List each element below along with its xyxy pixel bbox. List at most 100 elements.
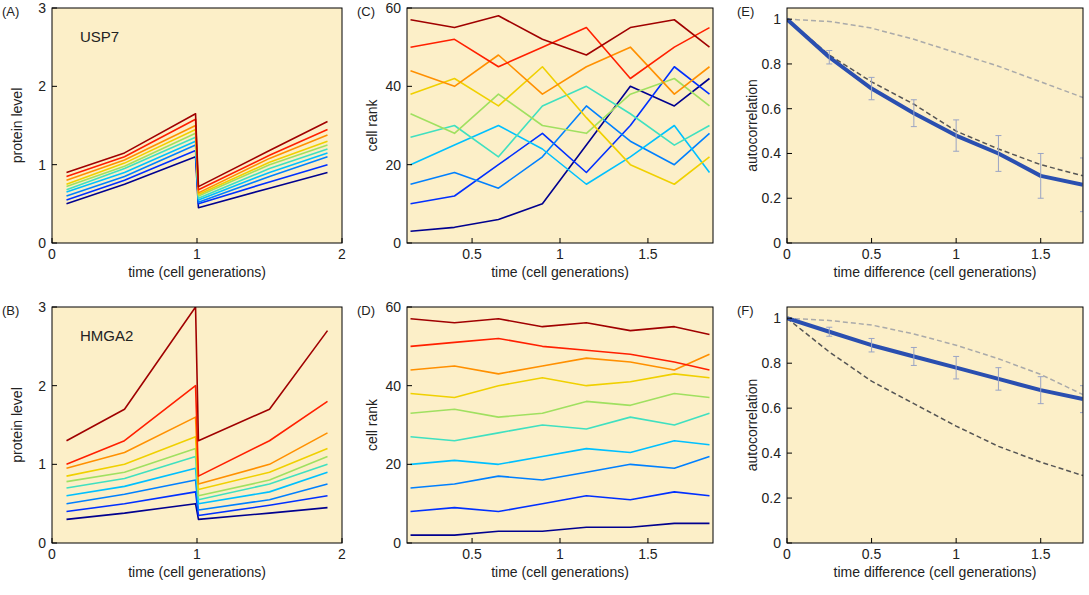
- error-cap: [869, 338, 875, 339]
- error-cap: [911, 99, 917, 100]
- y-tick-label: 0: [773, 235, 781, 251]
- panel: 0120123time (cell generations)protein le…: [2, 299, 346, 580]
- plot-background: [787, 8, 1083, 243]
- y-tick: [407, 86, 412, 87]
- panel-label: (E): [737, 4, 754, 19]
- panel: 00.511.500.20.40.60.81time difference (c…: [737, 4, 1086, 280]
- x-tick: [52, 538, 53, 543]
- error-cap: [869, 99, 875, 100]
- y-tick: [52, 164, 57, 165]
- error-stem: [1040, 153, 1041, 198]
- series-line: [67, 114, 328, 187]
- y-tick-label: 20: [385, 157, 401, 173]
- x-tick: [472, 238, 473, 243]
- plot-background: [407, 307, 713, 543]
- x-tick: [560, 238, 561, 243]
- y-tick-label: 0.6: [762, 101, 782, 117]
- error-bar: [995, 136, 1001, 172]
- x-tick-label: 0.5: [462, 546, 482, 562]
- y-tick: [787, 108, 792, 109]
- y-tick-label: 1: [38, 157, 46, 173]
- y-tick: [52, 543, 57, 544]
- y-tick: [52, 86, 57, 87]
- x-tick-label: 1: [193, 546, 201, 562]
- panel: 0.511.50204060time (cell generations)cel…: [357, 0, 713, 280]
- x-tick-label: 1: [556, 246, 564, 262]
- error-cap: [1038, 153, 1044, 154]
- series-line: [411, 523, 710, 535]
- y-tick-label: 0: [38, 535, 46, 551]
- x-tick-label: 0: [48, 246, 56, 262]
- series-line: [67, 307, 328, 441]
- panel: 0120123time (cell generations)protein le…: [2, 0, 346, 280]
- error-stem: [998, 136, 999, 172]
- error-cap: [911, 365, 917, 366]
- x-tick-label: 1.5: [638, 246, 658, 262]
- error-stem: [998, 368, 999, 390]
- y-tick: [787, 63, 792, 64]
- error-cap: [869, 77, 875, 78]
- plot-frame: [407, 8, 713, 243]
- y-tick-label: 1: [38, 456, 46, 472]
- error-cap: [826, 327, 832, 328]
- y-tick-label: 3: [38, 299, 46, 315]
- error-cap: [826, 50, 832, 51]
- y-axis-label: protein level: [9, 387, 25, 463]
- error-stem: [913, 347, 914, 365]
- error-cap: [1038, 403, 1044, 404]
- panel-label: (F): [737, 303, 754, 318]
- error-cap: [995, 367, 1001, 368]
- y-tick: [407, 543, 412, 544]
- y-tick: [407, 164, 412, 165]
- y-tick-label: 0: [393, 235, 401, 251]
- y-tick-label: 2: [38, 378, 46, 394]
- y-tick: [52, 8, 57, 9]
- error-stem: [956, 120, 957, 151]
- y-tick-label: 60: [385, 0, 401, 16]
- y-axis-label: autocorrelation: [744, 79, 760, 172]
- plot-frame: [787, 8, 1083, 243]
- x-tick-label: 1.5: [1031, 246, 1051, 262]
- y-tick-label: 40: [385, 78, 401, 94]
- x-tick: [787, 538, 788, 543]
- plot-frame: [52, 307, 342, 543]
- error-stem: [829, 327, 830, 336]
- y-tick-label: 0.4: [762, 445, 782, 461]
- y-tick-label: 0.8: [762, 355, 782, 371]
- y-tick: [407, 307, 412, 308]
- x-tick: [647, 238, 648, 243]
- error-stem: [829, 51, 830, 64]
- plot-background: [52, 307, 342, 543]
- error-stem: [956, 356, 957, 378]
- y-tick-label: 3: [38, 0, 46, 16]
- x-tick-label: 1.5: [638, 546, 658, 562]
- x-tick-label: 0: [783, 246, 791, 262]
- y-tick-label: 0: [393, 535, 401, 551]
- panel-label: (C): [357, 4, 375, 19]
- error-bar: [826, 51, 832, 64]
- y-tick: [787, 543, 792, 544]
- y-axis-label: cell rank: [364, 98, 380, 151]
- series-line: [787, 318, 1083, 394]
- error-bar: [869, 77, 875, 99]
- x-axis-label: time (cell generations): [491, 564, 629, 580]
- series-line: [411, 28, 710, 79]
- x-tick-label: 1: [193, 246, 201, 262]
- series-line: [411, 126, 710, 185]
- annotation: USP7: [80, 28, 119, 45]
- x-tick: [1040, 238, 1041, 243]
- y-tick: [52, 307, 57, 308]
- series-line: [411, 338, 710, 369]
- error-bar: [1038, 377, 1044, 404]
- series-line: [411, 354, 710, 374]
- series-line: [411, 106, 710, 188]
- error-cap: [911, 126, 917, 127]
- error-cap: [995, 390, 1001, 391]
- plot-frame: [787, 307, 1083, 543]
- x-tick: [647, 538, 648, 543]
- error-bar: [953, 120, 959, 151]
- y-tick: [787, 453, 792, 454]
- x-tick: [871, 538, 872, 543]
- y-axis-label: autocorrelation: [744, 379, 760, 472]
- x-tick: [52, 238, 53, 243]
